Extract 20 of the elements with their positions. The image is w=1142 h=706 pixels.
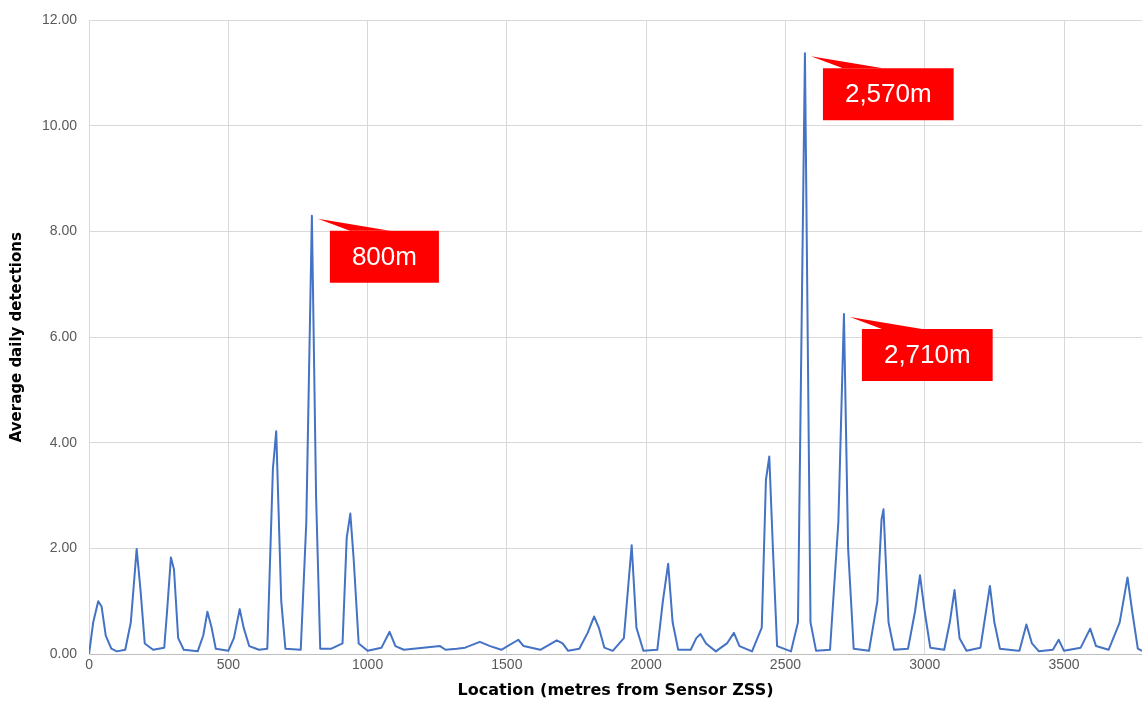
y-axis-title: Average daily detections xyxy=(6,232,25,443)
y-tick-label: 0.00 xyxy=(49,644,78,661)
y-tick-label: 10.00 xyxy=(41,116,78,133)
y-tick-label: 12.00 xyxy=(41,11,78,28)
x-tick-label: 1000 xyxy=(352,656,384,673)
x-tick-label: 3000 xyxy=(909,656,941,673)
y-tick-label: 6.00 xyxy=(49,328,78,345)
y-tick-label: 2.00 xyxy=(49,539,78,556)
x-tick-label: 0 xyxy=(85,656,94,673)
x-tick-label: 2500 xyxy=(769,656,802,673)
x-tick-label: 500 xyxy=(216,656,241,673)
x-tick-label: 1500 xyxy=(491,656,523,673)
annotation: 800m xyxy=(351,240,417,271)
annotation: 2,570m xyxy=(844,78,932,109)
x-tick-label: 2000 xyxy=(630,656,662,673)
x-axis-title: Location (metres from Sensor ZSS) xyxy=(457,679,774,699)
y-tick-label: 8.00 xyxy=(49,222,78,239)
annotation: 2,710m xyxy=(883,339,971,370)
y-tick-label: 4.00 xyxy=(49,433,78,450)
x-tick-label: 3500 xyxy=(1048,656,1080,673)
